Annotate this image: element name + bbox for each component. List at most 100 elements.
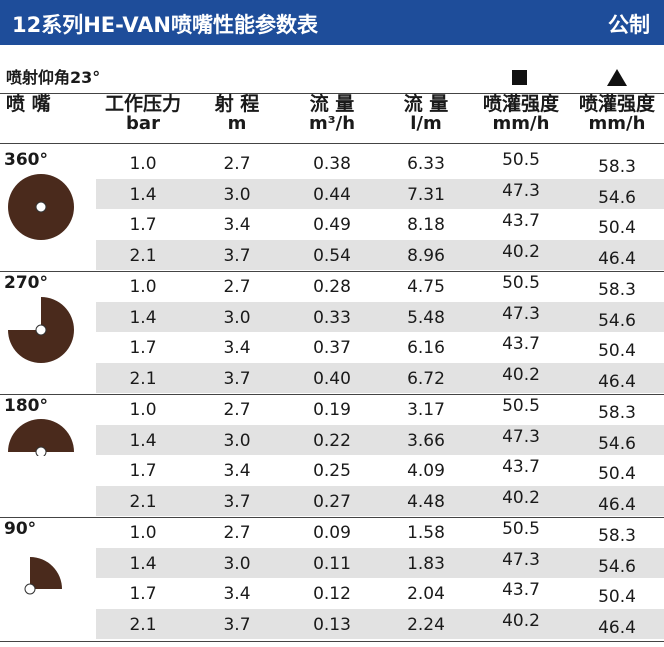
table-cell: 46.4 <box>598 617 636 638</box>
table-cell: 6.72 <box>407 368 445 389</box>
table-cell: 58.3 <box>598 280 636 300</box>
table-cell: 3.4 <box>223 461 251 481</box>
page-title: 12系列HE-VAN喷嘴性能参数表 <box>12 13 318 37</box>
table-cell: 47.3 <box>502 549 540 570</box>
angle-label: 喷射仰角23° <box>6 68 101 87</box>
table-row: 1.0 2.7 0.09 1.58 50.5 58.3 <box>96 517 664 547</box>
table-row: 1.0 2.7 0.19 3.17 50.5 58.3 <box>96 394 664 424</box>
table-cell: 47.3 <box>502 303 540 324</box>
table-cell: 47.3 <box>502 180 540 201</box>
group-divider <box>0 517 664 518</box>
header-bottom-rule <box>0 143 664 144</box>
table-cell: 46.4 <box>598 371 636 392</box>
column-header-1: 工作压力 bar <box>96 95 190 141</box>
table-row: 1.4 3.0 0.33 5.48 47.3 54.6 <box>96 301 664 332</box>
table-cell: 54.6 <box>598 187 636 208</box>
table-cell: 0.09 <box>313 523 351 543</box>
table-cell: 4.48 <box>407 491 445 512</box>
table-cell: 0.44 <box>313 184 351 205</box>
column-header-line1: 流 量 <box>403 93 449 115</box>
nozzle-angle-label: 90° <box>4 519 37 539</box>
table-cell: 1.4 <box>129 307 157 328</box>
table-cell: 2.1 <box>129 245 157 266</box>
group-divider <box>0 271 664 272</box>
table-cell: 1.0 <box>129 523 157 543</box>
table-cell: 1.58 <box>407 523 445 543</box>
table-row: 1.4 3.0 0.44 7.31 47.3 54.6 <box>96 178 664 209</box>
column-header-unit: l/m <box>410 113 442 134</box>
table-cell: 43.7 <box>502 334 540 354</box>
table-cell: 54.6 <box>598 556 636 577</box>
table-cell: 0.25 <box>313 461 351 481</box>
table-cell: 3.7 <box>223 491 251 512</box>
table-row: 2.1 3.7 0.54 8.96 40.2 46.4 <box>96 239 664 270</box>
table-cell: 2.24 <box>407 614 445 635</box>
table-cell: 7.31 <box>407 184 445 205</box>
table-cell: 0.54 <box>313 245 351 266</box>
column-header-unit: mm/h <box>588 113 646 134</box>
table-cell: 1.0 <box>129 154 157 174</box>
table-cell: 2.1 <box>129 614 157 635</box>
nozzle-angle-label: 180° <box>4 396 48 416</box>
table-cell: 2.7 <box>223 154 251 174</box>
column-header-unit: m³/h <box>308 113 356 134</box>
table-cell: 50.4 <box>598 341 636 361</box>
table-row: 1.4 3.0 0.11 1.83 47.3 54.6 <box>96 547 664 578</box>
table-cell: 3.0 <box>223 430 251 451</box>
table-cell: 58.3 <box>598 526 636 546</box>
table-cell: 1.7 <box>129 338 157 358</box>
table-cell: 0.33 <box>313 307 351 328</box>
table-cell: 43.7 <box>502 457 540 477</box>
table-cell: 3.0 <box>223 184 251 205</box>
table-cell: 0.49 <box>313 215 351 235</box>
table-row: 1.7 3.4 0.49 8.18 43.7 50.4 <box>96 209 664 239</box>
table-cell: 0.38 <box>313 154 351 174</box>
table-row: 2.1 3.7 0.27 4.48 40.2 46.4 <box>96 485 664 516</box>
column-header-line1: 工作压力 <box>104 93 181 115</box>
table-row: 1.7 3.4 0.25 4.09 43.7 50.4 <box>96 455 664 485</box>
table-cell: 3.4 <box>223 215 251 235</box>
table-cell: 0.13 <box>313 614 351 635</box>
table-cell: 3.7 <box>223 245 251 266</box>
title-bar: 12系列HE-VAN喷嘴性能参数表 公制 <box>0 0 664 45</box>
table-cell: 0.37 <box>313 338 351 358</box>
column-header-4: 流 量 l/m <box>380 95 472 141</box>
table-row: 1.4 3.0 0.22 3.66 47.3 54.6 <box>96 424 664 455</box>
column-header-3: 流 量 m³/h <box>284 95 380 141</box>
table-cell: 46.4 <box>598 248 636 269</box>
table-cell: 2.04 <box>407 584 445 604</box>
table-cell: 8.18 <box>407 215 445 235</box>
table-cell: 4.09 <box>407 461 445 481</box>
table-cell: 1.0 <box>129 277 157 297</box>
table-cell: 3.0 <box>223 553 251 574</box>
table-cell: 40.2 <box>502 364 540 385</box>
table-cell: 3.0 <box>223 307 251 328</box>
table-cell: 40.2 <box>502 487 540 508</box>
square-spacing-icon <box>512 70 527 85</box>
table-cell: 40.2 <box>502 610 540 631</box>
column-header-unit: bar <box>126 113 160 134</box>
nozzle-angle-label: 270° <box>4 273 48 293</box>
column-header-line1: 射 程 <box>214 93 260 115</box>
table-cell: 1.4 <box>129 184 157 205</box>
column-header-5: 喷灌强度 mm/h <box>472 95 570 141</box>
table-cell: 1.0 <box>129 400 157 420</box>
half-circle-icon <box>6 416 76 460</box>
full-circle-icon <box>6 172 76 246</box>
table-row: 1.7 3.4 0.12 2.04 43.7 50.4 <box>96 578 664 608</box>
table-cell: 4.75 <box>407 277 445 297</box>
table-row: 2.1 3.7 0.40 6.72 40.2 46.4 <box>96 362 664 393</box>
table-cell: 43.7 <box>502 211 540 231</box>
table-cell: 3.17 <box>407 400 445 420</box>
table-cell: 3.4 <box>223 338 251 358</box>
group-divider <box>0 394 664 395</box>
table-cell: 0.40 <box>313 368 351 389</box>
table-bottom-rule <box>0 641 664 642</box>
table-cell: 3.7 <box>223 368 251 389</box>
table-cell: 50.4 <box>598 464 636 484</box>
table-cell: 1.7 <box>129 584 157 604</box>
table-cell: 0.22 <box>313 430 351 451</box>
table-cell: 54.6 <box>598 433 636 454</box>
table-cell: 50.5 <box>502 273 540 293</box>
table-cell: 1.7 <box>129 215 157 235</box>
